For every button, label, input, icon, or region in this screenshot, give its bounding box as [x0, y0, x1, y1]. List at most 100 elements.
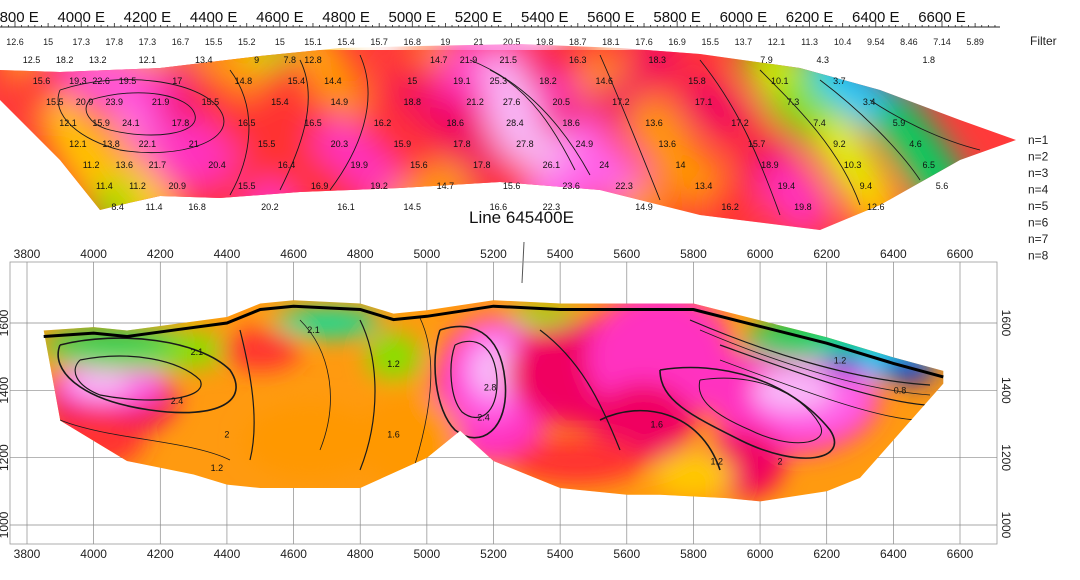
contour-label: 0.8: [894, 386, 907, 396]
filter-value: 17.3: [72, 37, 90, 47]
pseudosection-value: 18.8: [404, 97, 422, 107]
section-region: [753, 370, 834, 411]
pseudosection-value: 25.3: [490, 76, 508, 86]
pseudosection-value: 12.8: [304, 55, 322, 65]
pseudosection-value: 27.8: [516, 139, 534, 149]
pseudosection-value: 28.4: [506, 118, 524, 128]
pseudosection-value: 15.8: [688, 76, 706, 86]
section-contour: [239, 329, 255, 461]
pseudosection-value: 3.4: [863, 97, 876, 107]
top-tick-label: 4600 E: [256, 9, 304, 26]
pseudosection-value: 16.2: [374, 118, 392, 128]
pseudosection-value: 13.2: [89, 55, 107, 65]
x-tick-label-top: 3800: [14, 247, 41, 261]
pseudosection-value: 27.6: [503, 97, 521, 107]
pseudosection-value: 10.3: [844, 160, 862, 170]
n-level-labels: n=1 n=2 n=3 n=4 n=5 n=6 n=7 n=8: [1028, 133, 1049, 263]
pseudosection-value: 12.5: [23, 55, 41, 65]
pseudosection-value: 23.9: [106, 97, 124, 107]
section-region: [510, 306, 577, 327]
x-tick-label-top: 4400: [214, 247, 241, 261]
x-tick-label-bottom: 5000: [414, 547, 441, 561]
pseudosection-value: 1.8: [922, 55, 935, 65]
pseudosection-value: 20.3: [331, 139, 349, 149]
section-contour: [434, 325, 507, 439]
x-tick-label-top: 4200: [147, 247, 174, 261]
filter-value: 8.46: [900, 37, 918, 47]
filter-value: 10.4: [834, 37, 852, 47]
x-tick-label-top: 5400: [547, 247, 574, 261]
x-tick-label-top: 5600: [613, 247, 640, 261]
pseudosection-value: 16.5: [238, 118, 256, 128]
pseudosection-value: 14.9: [635, 202, 653, 212]
pseudosection-value: 24.1: [122, 118, 140, 128]
pseudosection-value: 13.6: [658, 139, 676, 149]
section-contour: [409, 317, 432, 481]
pseudosection-value: 3.7: [833, 76, 846, 86]
pseudosection-value: 17: [172, 76, 182, 86]
pseudosection-value: 22.3: [543, 202, 561, 212]
top-tick-label: 5000 E: [389, 9, 437, 26]
pseudosection-value: 13.6: [115, 160, 133, 170]
x-tick-label-top: 6400: [880, 247, 907, 261]
top-tick-label: 6400 E: [852, 9, 900, 26]
pseudosection-value: 15: [407, 76, 417, 86]
pseudosection-value: 20.9: [76, 97, 94, 107]
pseudosection-value: 4.6: [909, 139, 922, 149]
contour-label: 2: [224, 429, 229, 439]
section-contour: [74, 355, 202, 401]
pseudosection-value: 4.3: [817, 55, 830, 65]
n-level-label: n=7: [1028, 232, 1049, 246]
y-tick-label-left: 1400: [0, 377, 11, 404]
top-tick-label: 5200 E: [455, 9, 503, 26]
section-region: [220, 329, 301, 371]
section-frame: [9, 261, 998, 545]
line-title-pointer: [521, 241, 525, 284]
top-tick-label: 6600 E: [918, 9, 966, 26]
pseudosection-value: 15.5: [238, 181, 256, 191]
n-level-label: n=6: [1028, 216, 1049, 230]
contour-label: 2.4: [477, 413, 490, 423]
pseudosection-value: 24: [599, 160, 609, 170]
y-tick-label-right: 1000: [999, 512, 1013, 539]
pseudosection-value: 14.8: [235, 76, 253, 86]
pseudosection-value: 21.2: [466, 97, 484, 107]
n-level-label: n=8: [1028, 249, 1049, 263]
pseudosection-value: 15.5: [258, 139, 276, 149]
y-tick-label-left: 1200: [0, 444, 11, 471]
pseudosection-value: 19.5: [119, 76, 137, 86]
top-tick-label: 6000 E: [720, 9, 768, 26]
section-contour: [599, 409, 721, 471]
filter-value: 19.8: [536, 37, 554, 47]
pseudosection-value: 14.5: [404, 202, 422, 212]
section-region: [43, 329, 177, 357]
section-contour: [719, 344, 926, 406]
pseudosection-cell: [776, 181, 829, 230]
pseudosection-value: 16.8: [188, 202, 206, 212]
pseudosection-value: 13.8: [102, 139, 120, 149]
section-region: [273, 309, 381, 337]
section-contour: [57, 337, 237, 414]
filter-value: 18.1: [602, 37, 620, 47]
y-tick-label-right: 1600: [999, 310, 1013, 337]
section-contour: [659, 366, 836, 459]
pseudosection-value: 16.5: [304, 118, 322, 128]
pseudosection-value: 17.8: [453, 139, 471, 149]
pseudosection-value: 11.2: [129, 181, 146, 191]
y-tick-label-left: 1600: [0, 309, 11, 336]
section-contour: [539, 329, 621, 451]
contour-label: 1.2: [834, 355, 847, 365]
filter-value: 15.5: [205, 37, 223, 47]
pseudosection-value: 16.9: [311, 181, 329, 191]
n-level-label: n=1: [1028, 133, 1049, 147]
section-contour: [698, 377, 823, 444]
pseudosection-value: 17.8: [172, 118, 190, 128]
filter-value: 16.9: [668, 37, 686, 47]
filter-value: 17.8: [106, 37, 124, 47]
contour-label: 2.4: [171, 396, 184, 406]
contour-label: 1.6: [387, 429, 400, 439]
section-region: [360, 393, 461, 488]
pseudosection-value: 19.4: [778, 181, 796, 191]
section-region: [883, 356, 937, 384]
pseudosection-value: 17.2: [731, 118, 749, 128]
